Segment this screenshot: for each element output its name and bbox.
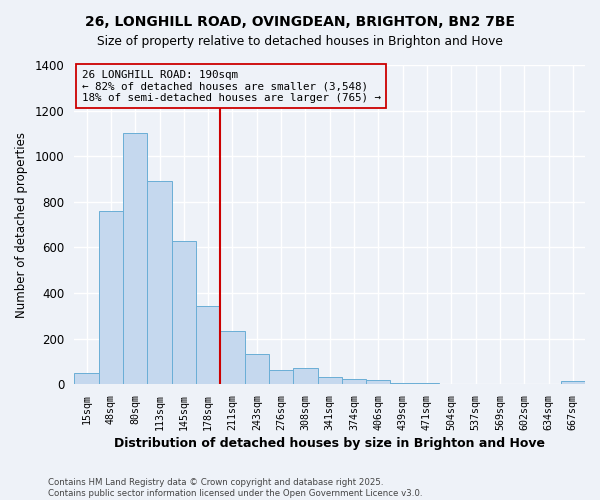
Bar bbox=[74, 373, 99, 384]
Bar bbox=[148, 182, 172, 384]
Bar bbox=[560, 382, 585, 384]
Bar bbox=[196, 306, 220, 384]
Bar bbox=[366, 380, 391, 384]
Text: Contains HM Land Registry data © Crown copyright and database right 2025.
Contai: Contains HM Land Registry data © Crown c… bbox=[48, 478, 422, 498]
Text: 26 LONGHILL ROAD: 190sqm
← 82% of detached houses are smaller (3,548)
18% of sem: 26 LONGHILL ROAD: 190sqm ← 82% of detach… bbox=[82, 70, 381, 103]
Bar bbox=[220, 330, 245, 384]
Bar bbox=[391, 382, 415, 384]
Bar bbox=[342, 380, 366, 384]
Bar bbox=[415, 383, 439, 384]
Text: Size of property relative to detached houses in Brighton and Hove: Size of property relative to detached ho… bbox=[97, 35, 503, 48]
Bar bbox=[293, 368, 317, 384]
Bar bbox=[99, 211, 123, 384]
Bar bbox=[317, 378, 342, 384]
Bar bbox=[269, 370, 293, 384]
Bar bbox=[172, 240, 196, 384]
Text: 26, LONGHILL ROAD, OVINGDEAN, BRIGHTON, BN2 7BE: 26, LONGHILL ROAD, OVINGDEAN, BRIGHTON, … bbox=[85, 15, 515, 29]
X-axis label: Distribution of detached houses by size in Brighton and Hove: Distribution of detached houses by size … bbox=[114, 437, 545, 450]
Bar bbox=[245, 354, 269, 384]
Y-axis label: Number of detached properties: Number of detached properties bbox=[15, 132, 28, 318]
Bar bbox=[123, 134, 148, 384]
